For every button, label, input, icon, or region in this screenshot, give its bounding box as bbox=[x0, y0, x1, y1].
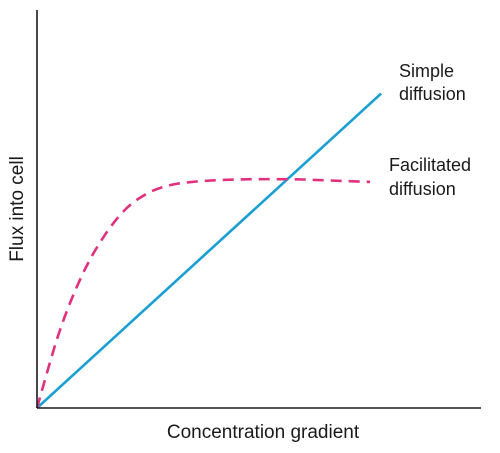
labels: Concentration gradient Flux into cell Si… bbox=[7, 61, 471, 443]
axes bbox=[36, 10, 481, 409]
y-axis-label: Flux into cell bbox=[7, 156, 28, 262]
plot-area bbox=[35, 92, 382, 409]
simple-diffusion-label-line2: diffusion bbox=[399, 84, 466, 104]
facilitated-diffusion-label-line1: Facilitated bbox=[389, 155, 471, 175]
facilitated-diffusion-label-line2: diffusion bbox=[389, 179, 456, 199]
x-axis-label: Concentration gradient bbox=[167, 422, 360, 443]
simple-diffusion-line bbox=[36, 92, 382, 409]
simple-diffusion-label-line1: Simple bbox=[399, 61, 454, 81]
facilitated-diffusion-curve bbox=[35, 177, 371, 409]
